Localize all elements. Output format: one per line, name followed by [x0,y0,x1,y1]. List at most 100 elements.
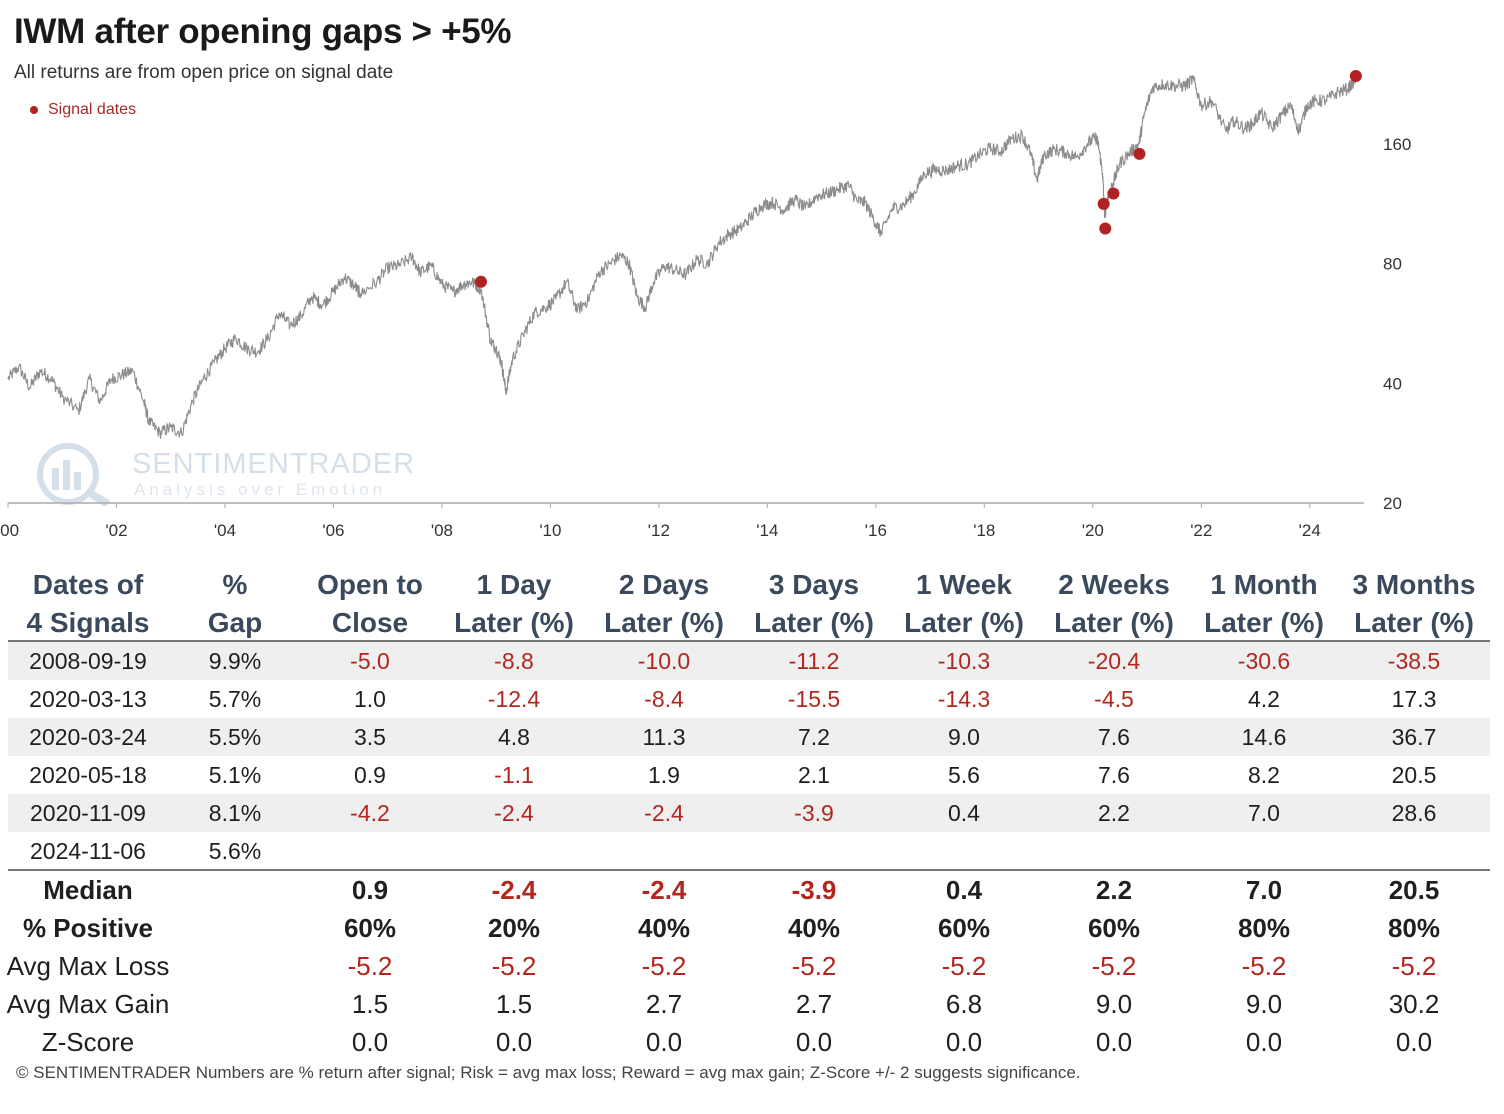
summary-value: 0.0 [945,1027,983,1057]
summary-value: 0.0 [351,1027,389,1057]
signal-date-cell: 2008-09-19 [29,648,147,674]
signal-date-cell: 2020-05-18 [29,762,147,788]
value-cell: 9.9% [208,648,262,674]
value-cell: 5.6 [948,762,980,788]
table-row: 2020-03-24 5.5% 3.5 4.8 11.3 7.2 9.0 7.6 14.6 36.… [8,718,1490,756]
value-cell: 11.3 [642,724,686,750]
column-header: Later (%) [1354,607,1474,638]
summary-value: 40% [637,913,691,943]
summary-value: -5.2 [1091,951,1137,981]
signal-marker [1349,69,1362,82]
column-header: Later (%) [604,607,724,638]
value-cell: 9.0 [948,724,980,750]
value-cell: 4.2 [1248,686,1280,712]
summary-value: 1.5 [351,989,389,1019]
value-cell: 8.1% [208,800,262,826]
value-cell: 14.6 [1241,724,1287,750]
summary-value: 6.8 [945,989,983,1019]
price-line [7,74,1357,439]
summary-value: 0.0 [645,1027,683,1057]
value-cell: 1.9 [648,762,680,788]
watermark-brand: SENTIMENTRADER [132,448,416,480]
signal-marker [1107,187,1120,200]
summary-value: -5.2 [1391,951,1437,981]
signal-date-cell: 2024-11-06 [30,838,146,864]
summary-value: -2.4 [641,875,687,905]
summary-value: 9.0 [1095,989,1133,1019]
value-cell: 8.2 [1248,762,1280,788]
value-cell: 5.5% [208,724,262,750]
value-cell: 3.5 [354,724,386,750]
table-row: 2024-11-06 5.6% [8,832,1490,870]
column-header: 2 Days [618,569,710,600]
value-cell: -3.9 [794,800,834,826]
value-cell: 4.8 [498,724,530,750]
summary-value: 80% [1387,913,1441,943]
chart-subtitle: All returns are from open price on signa… [14,62,394,83]
summary-value: 9.0 [1245,989,1283,1019]
chart-title: IWM after opening gaps > +5% [14,12,512,51]
value-cell: -15.5 [787,686,841,712]
value-cell: -4.2 [350,800,390,826]
column-header: Gap [207,607,263,638]
summary-value: 80% [1237,913,1291,943]
summary-value: 2.2 [1095,875,1133,905]
legend: Signal dates [30,101,136,119]
summary-value: -5.2 [641,951,687,981]
summary-value: 2.7 [645,989,683,1019]
column-header: Open to [317,569,423,600]
value-cell [889,832,1039,870]
column-header: 2 Weeks [1058,569,1170,600]
x-tick-label: '12 [648,521,670,540]
summary-value: 1.5 [495,989,533,1019]
value-cell: 5.6% [208,838,262,864]
summary-value: 0.0 [795,1027,833,1057]
column-header: Dates of [32,569,144,600]
column-header: Later (%) [454,607,574,638]
value-cell: -2.4 [644,800,684,826]
signal-date-cell: 2020-03-24 [29,724,147,750]
x-tick-label: '04 [214,521,236,540]
value-cell: 5.1% [208,762,262,788]
signal-date-cell: 2020-03-13 [29,686,147,712]
column-header: 1 Day [476,569,552,600]
column-header: Later (%) [754,607,874,638]
x-tick-label: '24 [1299,521,1321,540]
column-header: 3 Days [768,569,860,600]
column-header: Later (%) [1204,607,1324,638]
value-cell: -30.6 [1237,648,1291,674]
column-header: 4 Signals [26,607,150,638]
column-header: 1 Month [1210,569,1318,600]
column-header: 3 Months [1352,569,1476,600]
signal-marker [1133,147,1146,160]
signal-date-cell: 2020-11-09 [30,800,146,826]
summary-value: 20.5 [1388,875,1440,905]
summary-value: 0.0 [1395,1027,1433,1057]
value-cell: 5.7% [208,686,262,712]
summary-value: -3.9 [791,875,837,905]
x-tick-label: '22 [1190,521,1212,540]
value-cell: 28.6 [1391,800,1437,826]
value-cell [1339,832,1489,870]
price-chart: '00 '02 '04 '06 '08 '10 '12 '14 '16 '18 '20 '22 '24 2… [0,69,1411,540]
value-cell: 7.0 [1248,800,1280,826]
value-cell: 20.5 [1391,762,1437,788]
value-cell: -38.5 [1387,648,1441,674]
legend-marker [30,106,38,114]
summary-value: 60% [1087,913,1141,943]
summary-label: Avg Max Loss [6,951,170,981]
signal-marker [1097,197,1110,210]
summary-value: -5.2 [347,951,393,981]
value-cell: -20.4 [1087,648,1141,674]
summary-value: -5.2 [791,951,837,981]
value-cell [439,832,589,870]
table-row: 2008-09-19 9.9% -5.0 -8.8 -10.0 -11.2 -10.3 -20… [8,642,1490,680]
summary-value: -5.2 [941,951,987,981]
summary-value: 0.0 [495,1027,533,1057]
column-header: Close [331,607,409,638]
summary-label: % Positive [22,913,154,943]
header-row: Dates of% Open to 1 Day 2 Days 3 Days 1 Week 2… [0,566,1490,604]
table-row: 2020-03-13 5.7% 1.0 -12.4 -8.4 -15.5 -14.3 -4.5… [8,680,1490,718]
summary-value: 0.4 [945,875,983,905]
value-cell: -1.1 [494,762,534,788]
